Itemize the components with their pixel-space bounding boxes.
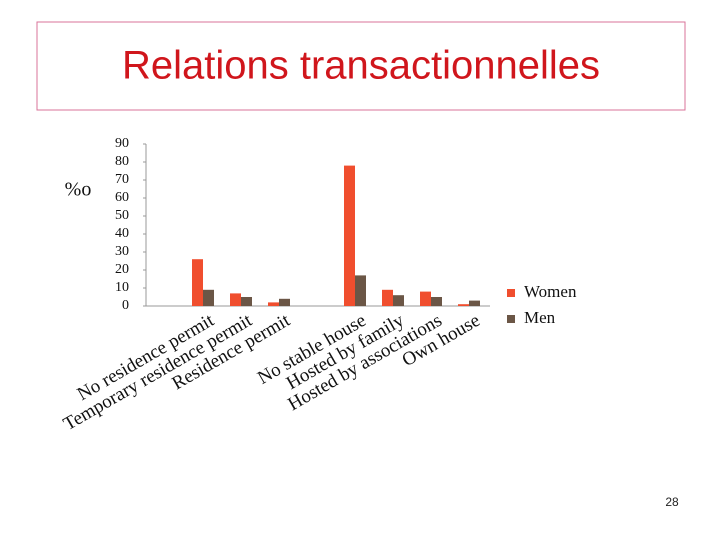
slide-title: Relations transactionnelles	[122, 44, 600, 88]
bar	[393, 295, 404, 306]
y-tick-label: 20	[115, 262, 129, 277]
page-number: 28	[665, 495, 679, 509]
y-tick-label: 70	[115, 172, 129, 187]
y-tick-label: 60	[115, 190, 129, 205]
x-tick-label: Temporary residence permit	[60, 310, 256, 436]
y-tick-label: 40	[115, 226, 129, 241]
bar	[203, 289, 214, 306]
y-tick-label: 10	[115, 280, 129, 295]
bar	[382, 289, 393, 306]
bar	[420, 291, 431, 306]
y-tick-label: 0	[122, 298, 129, 313]
y-axis-label: %o	[65, 179, 92, 201]
bar	[268, 302, 279, 306]
legend-swatch	[507, 289, 515, 297]
bar	[431, 297, 442, 306]
bar	[241, 297, 252, 306]
bar	[230, 293, 241, 306]
y-tick-label: 50	[115, 208, 129, 223]
legend-label: Men	[524, 308, 556, 327]
legend-label: Women	[524, 282, 577, 301]
bar	[192, 259, 203, 306]
bar	[458, 304, 469, 306]
y-tick-label: 30	[115, 244, 129, 259]
bar	[344, 165, 355, 306]
title-box	[36, 21, 686, 111]
bar	[279, 298, 290, 306]
y-tick-label: 90	[115, 136, 129, 151]
bar	[355, 275, 366, 306]
legend-swatch	[507, 315, 515, 323]
y-tick-label: 80	[115, 154, 129, 169]
bar	[469, 300, 480, 306]
